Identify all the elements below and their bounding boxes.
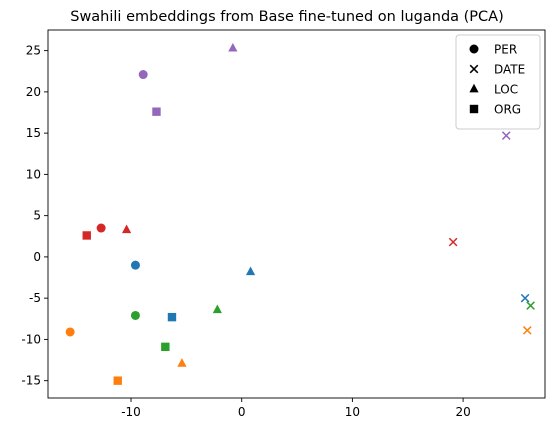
x-tick-label: -10 [121,405,141,419]
legend: PER DATE LOC ORG [455,34,541,130]
data-point-x [501,131,511,140]
data-point-square [161,342,170,352]
y-tick-label: 0 [33,250,41,264]
data-point-circle [138,70,148,80]
data-point-x [526,301,535,310]
data-point-square [167,312,177,322]
legend-label: LOC [494,83,518,97]
plot-area [65,42,535,385]
legend-marker-square [469,104,479,114]
x-tick-label: 0 [238,405,246,419]
axes-frame [47,29,546,399]
data-point-triangle [228,42,238,52]
x-tick-label: 20 [455,405,470,419]
y-tick-label: 10 [26,167,41,181]
data-point-x [522,326,532,335]
data-point-circle [65,327,75,337]
legend-marker-circle [469,44,479,54]
data-point-triangle [121,224,132,234]
legend-label: ORG [494,103,521,117]
x-tick-label: 10 [345,405,360,419]
y-tick-label: -5 [29,291,41,305]
data-point-triangle [177,358,187,367]
legend-marker-x [469,64,479,74]
data-point-triangle [212,304,222,314]
y-tick-label: 20 [26,85,41,99]
data-point-x [448,237,458,247]
y-tick-label: -15 [21,374,41,388]
y-tick-label: 25 [26,44,41,58]
data-point-square [113,376,122,385]
y-tick-label: 15 [26,126,41,140]
axes: -10 0 10 20 -15 -10 -5 0 5 10 15 20 25 [21,29,546,419]
data-point-circle [130,260,140,270]
data-point-square [82,231,91,240]
legend-marker-triangle [469,83,479,93]
data-point-circle [130,310,140,320]
chart-title: Swahili embeddings from Base fine-tuned … [70,9,504,25]
data-point-triangle [245,266,256,276]
data-point-circle [96,223,106,233]
legend-label: DATE [494,63,525,77]
y-tick-label: -10 [21,332,41,346]
data-point-x [520,293,530,303]
legend-label: PER [494,43,517,57]
data-point-square [152,107,161,116]
y-tick-label: 5 [33,209,41,223]
